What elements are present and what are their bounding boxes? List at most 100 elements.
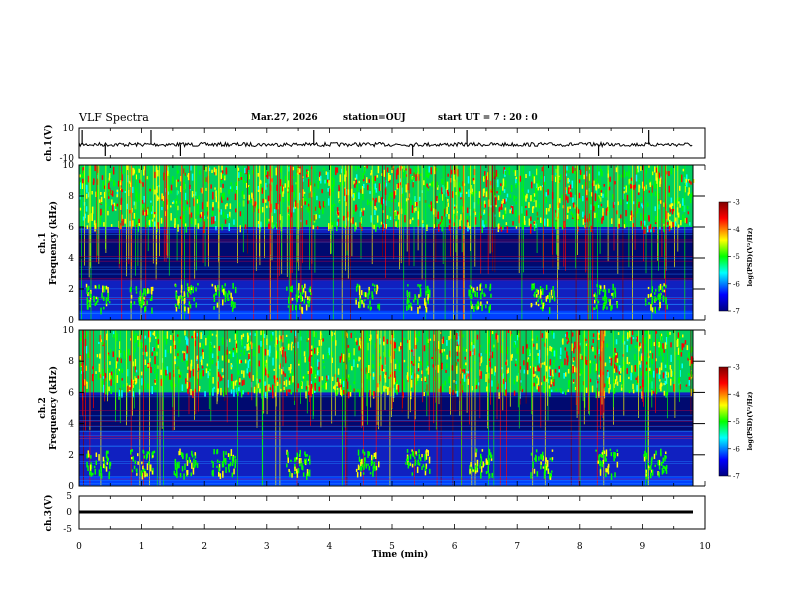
spectrogram-speckle [215,168,217,176]
spectrogram-hiss-burst [215,287,217,292]
spectrogram-hiss-burst [418,294,420,298]
spectrogram-speckle [399,202,402,209]
spectrogram-speckle [265,174,268,178]
spectrogram-speckle [462,378,465,384]
spectrogram-speckle [287,206,289,213]
spectrogram-speckle [662,218,664,223]
spectrogram-speckle [224,219,227,224]
spectrogram-speckle [567,369,570,374]
spectrogram-speckle [261,187,264,194]
time-tick-label: 6 [452,542,458,552]
spectrogram-speckle [343,390,345,395]
spectrogram-speckle [278,344,280,347]
spectrogram-speckle [649,367,651,371]
spectrogram-hiss-burst [469,289,472,296]
spectrogram-speckle [235,343,238,351]
spectrogram-hiss-burst [295,457,298,460]
spectrogram-speckle [289,389,291,393]
spectrogram-speckle [128,180,131,184]
spectrogram-speckle [258,223,260,228]
spectrogram-hiss-burst [545,457,547,463]
spectrogram-speckle [120,358,122,364]
spectrogram-speckle [566,166,568,171]
spectrogram-speckle [688,352,690,359]
spectrogram-speckle [133,170,136,174]
spectrogram-hiss-burst [601,461,603,468]
spectrogram-speckle [428,172,430,176]
spectrogram-speckle [228,359,230,363]
spectrogram-speckle [217,361,219,369]
spectrogram-speckle [670,370,673,378]
spectrogram-speckle [513,390,516,396]
spectrogram-speckle [239,175,241,181]
spectrogram-speckle [172,176,174,184]
spectrogram-hiss-burst [178,296,180,304]
spectrogram-speckle [252,198,254,206]
spectrogram-hiss-burst [144,290,147,297]
spectrogram-speckle [542,339,544,342]
spectrogram-speckle [316,226,319,230]
spectrogram-hiss-burst [480,471,482,479]
spectrogram-speckle [484,175,486,179]
spectrogram-speckle [137,335,139,341]
spectrogram-speckle [299,168,301,173]
spectrogram-speckle [260,340,262,347]
spectrogram-speckle [284,373,286,377]
spectrogram-speckle [236,379,238,383]
spectrogram-speckle [497,195,500,201]
spectrogram-hiss-burst [537,289,539,295]
spectrogram-speckle [101,341,104,346]
spectrogram-speckle [547,189,549,196]
spectrogram-speckle [282,198,285,203]
spectrogram-speckle [160,369,162,376]
spectrogram-speckle [306,171,308,175]
spectrogram-hiss-burst [358,301,360,308]
spectrogram-hiss-burst [148,289,150,294]
spectrogram-speckle [116,357,119,362]
spectrogram-speckle [490,330,492,333]
spectrogram-speckle [209,342,211,351]
spectrogram-hiss-burst [531,303,533,307]
spectrogram-speckle [162,219,164,222]
spectrogram-hiss-burst [299,304,301,310]
spectrogram-speckle [624,361,626,370]
spectrogram-speckle [426,224,428,231]
spectrogram-speckle [664,364,667,368]
spectrogram-speckle [157,339,159,345]
spectrogram-hiss-burst [229,453,231,460]
spectrogram-speckle [234,334,237,340]
spectrogram-speckle [359,344,362,349]
spectrogram-speckle [187,199,190,203]
spectrogram-speckle [670,197,673,203]
spectrogram-speckle [457,169,459,177]
spectrogram-hiss-burst [153,450,156,454]
spectrogram-speckle [402,392,404,398]
spectrogram-hiss-burst [595,294,597,301]
spectrogram-hiss-burst [188,457,191,463]
spectrogram-speckle [165,338,168,345]
spectrogram-hiss-burst [375,465,378,471]
spectrogram-speckle [579,169,582,175]
spectrogram-speckle [355,174,358,180]
spectrogram-speckle [682,198,684,206]
spectrogram-hiss-burst [101,292,103,299]
spectrogram-hiss-burst [476,459,479,467]
colorbar-tick-label: -6 [733,280,740,288]
spectrogram-hiss-burst [234,455,236,459]
spectrogram-speckle [490,205,492,208]
ch1-waveform-trace [78,140,693,149]
spectrogram-speckle [298,359,300,364]
spectrogram-hiss-burst [486,460,489,465]
spectrogram-speckle [187,338,189,347]
spectrogram-speckle [282,186,285,194]
spectrogram-hiss-burst [184,463,186,470]
spectrogram-hiss-burst [540,461,542,465]
spectrogram-hiss-burst [532,285,534,290]
spectrogram-hiss-burst [424,300,426,306]
spectrogram-speckle [457,339,460,345]
spectrogram-speckle [386,339,389,345]
spectrogram-speckle [438,357,441,364]
spectrogram-speckle [222,375,224,378]
spectrogram-speckle [536,355,538,361]
spectrogram-speckle [154,171,156,179]
